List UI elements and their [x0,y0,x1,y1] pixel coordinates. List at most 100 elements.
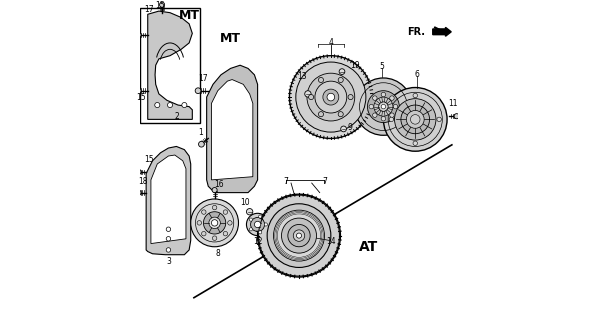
Text: FR.: FR. [407,27,425,37]
Circle shape [191,199,239,247]
Circle shape [379,102,388,111]
PathPatch shape [151,155,186,244]
PathPatch shape [146,147,191,255]
Circle shape [381,92,386,97]
Circle shape [203,212,226,234]
Circle shape [160,2,164,7]
Text: 15: 15 [136,92,146,101]
Circle shape [282,218,316,253]
Text: 8: 8 [215,249,220,258]
Circle shape [296,62,366,132]
Circle shape [135,169,141,175]
Circle shape [327,93,335,101]
Text: 15: 15 [144,155,154,164]
Text: 1: 1 [198,128,203,137]
PathPatch shape [207,65,258,193]
Circle shape [135,190,141,196]
Circle shape [390,113,394,117]
Circle shape [258,215,262,218]
Text: MT: MT [220,32,241,45]
Circle shape [223,210,228,214]
Text: MT: MT [179,9,200,22]
Circle shape [293,230,305,241]
Circle shape [309,94,313,100]
Circle shape [297,233,301,238]
Circle shape [369,104,374,109]
Circle shape [338,112,343,117]
Text: 13: 13 [297,72,307,81]
Circle shape [166,248,170,252]
Circle shape [135,32,141,38]
Circle shape [383,88,447,151]
Circle shape [166,227,170,231]
Text: 12: 12 [253,237,263,246]
Text: 17: 17 [144,5,154,14]
Text: 11: 11 [448,99,458,108]
Circle shape [167,102,173,108]
Circle shape [195,88,201,93]
Circle shape [339,69,345,75]
Circle shape [413,93,417,98]
Text: 19: 19 [350,61,359,70]
FancyArrow shape [433,27,451,36]
Circle shape [228,221,232,225]
Circle shape [381,116,386,121]
Circle shape [166,236,170,241]
Circle shape [373,113,377,117]
Text: 18: 18 [138,177,148,186]
Circle shape [315,81,347,113]
FancyBboxPatch shape [140,8,200,123]
Circle shape [389,117,393,122]
Text: 4: 4 [328,38,333,47]
Circle shape [323,89,339,105]
Circle shape [341,126,346,132]
Circle shape [202,210,206,214]
Text: 15: 15 [155,1,164,10]
Circle shape [212,188,217,193]
Circle shape [258,231,262,234]
Circle shape [374,97,393,116]
Circle shape [212,236,217,240]
Circle shape [267,204,331,268]
Circle shape [273,210,325,261]
Circle shape [395,99,436,140]
Circle shape [318,112,324,117]
Text: 7: 7 [284,177,289,186]
Text: 14: 14 [326,237,335,246]
Circle shape [197,221,202,225]
Circle shape [288,224,310,247]
Circle shape [249,228,252,231]
Circle shape [289,56,372,139]
Circle shape [454,114,459,119]
PathPatch shape [212,80,253,180]
Circle shape [307,73,355,121]
Circle shape [338,77,343,83]
Circle shape [199,141,205,147]
Circle shape [212,205,217,210]
Circle shape [401,105,429,134]
Text: 2: 2 [174,112,179,121]
Text: 17: 17 [199,74,208,83]
Circle shape [249,218,252,221]
Circle shape [437,117,441,122]
Circle shape [348,94,353,100]
PathPatch shape [148,11,193,119]
Text: 16: 16 [215,180,224,189]
Circle shape [406,110,424,128]
Circle shape [155,102,160,108]
Circle shape [212,220,218,226]
Circle shape [223,231,228,236]
Text: 10: 10 [240,198,250,207]
Circle shape [246,213,269,236]
Circle shape [202,231,206,236]
Text: 7: 7 [322,177,327,186]
Circle shape [182,102,187,108]
Circle shape [355,78,412,135]
Circle shape [390,96,394,100]
Circle shape [318,77,324,83]
Circle shape [135,88,141,93]
Circle shape [305,91,311,97]
Circle shape [209,217,220,228]
Circle shape [410,115,420,124]
Circle shape [254,221,261,228]
